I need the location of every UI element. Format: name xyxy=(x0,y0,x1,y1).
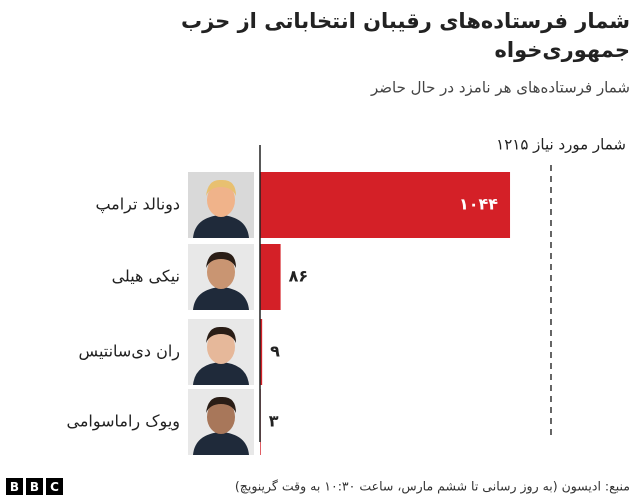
portrait-body xyxy=(193,287,249,310)
portrait-head xyxy=(207,330,235,364)
portrait-body xyxy=(193,362,249,385)
portrait-body xyxy=(193,215,249,238)
portrait-hair xyxy=(206,251,236,268)
value-label: ۳ xyxy=(269,412,279,431)
source: منبع: ادیسون (به روز رسانی تا ششم مارس، … xyxy=(235,479,630,495)
portrait-head xyxy=(207,255,235,289)
category-label: ران دی‌سانتیس xyxy=(79,342,180,362)
bar xyxy=(260,319,263,385)
value-label: ۸۶ xyxy=(289,267,309,286)
portrait-hair xyxy=(206,396,236,413)
chart-subtitle: شمار فرستاده‌های هر نامزد در حال حاضر xyxy=(370,79,630,97)
portrait xyxy=(188,319,254,385)
bar xyxy=(260,244,281,310)
portrait-head xyxy=(207,183,235,217)
portrait-head xyxy=(207,400,235,434)
logo-box xyxy=(6,478,23,495)
logo-letter: B xyxy=(10,480,19,494)
chart-title: جمهوری‌خواه xyxy=(495,38,630,62)
bar xyxy=(260,172,511,238)
portrait xyxy=(188,244,254,310)
portrait-hair xyxy=(206,179,236,196)
portrait xyxy=(188,172,254,238)
portrait-hair xyxy=(206,326,236,343)
value-label: ۱۰۴۴ xyxy=(459,195,498,214)
logo-box xyxy=(46,478,63,495)
category-label: ویوک راماسوامی xyxy=(67,412,181,432)
threshold-label: شمار مورد نیاز ۱۲۱۵ xyxy=(496,136,626,154)
portrait-body xyxy=(193,432,249,455)
logo-letter: C xyxy=(50,480,59,494)
logo-box xyxy=(26,478,43,495)
value-label: ۹ xyxy=(270,342,280,361)
chart-title: شمار فرستاده‌های رقیبان انتخاباتی از حزب xyxy=(181,9,630,33)
logo-letter: B xyxy=(30,480,39,494)
portrait xyxy=(188,389,254,455)
category-label: نیکی هیلی xyxy=(112,267,180,286)
category-label: دونالد ترامپ xyxy=(95,195,180,215)
